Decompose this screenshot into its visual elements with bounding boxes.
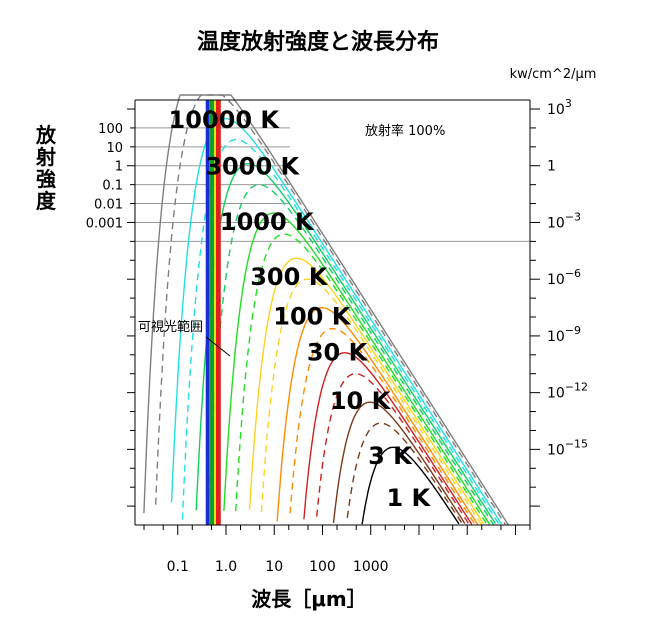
right-axis-unit: kw/cm^2/μm [510, 67, 597, 82]
x-tick-label: 10 [265, 559, 283, 575]
visible-range-pointer [205, 336, 231, 357]
planck-curve [316, 372, 470, 525]
temperature-label: 3 K [368, 442, 413, 470]
x-tick-label: 1.0 [215, 559, 237, 575]
x-tick-label: 100 [309, 559, 336, 575]
temperature-label: 30 K [307, 338, 369, 366]
y-left-tick-label: 1 [115, 160, 123, 175]
planck-curve [235, 233, 488, 525]
curves [143, 94, 509, 526]
planck-curve [248, 257, 485, 525]
planck-curve [207, 184, 495, 526]
visible-band [205, 100, 210, 525]
axes: 0.1 1.0 10 100 1000103110−310−610−910−1210−1… [86, 97, 588, 575]
planck-curve [289, 327, 476, 525]
visible-band [209, 100, 215, 525]
temperature-label: 10000 K [169, 106, 281, 134]
y-right-tick-label: 10−6 [547, 267, 581, 288]
temperature-label: 10 K [330, 387, 392, 415]
y-axis-title-char: 強 [36, 167, 56, 191]
y-axis-title-char: 放 [35, 123, 57, 147]
y-right-tick-label: 10−3 [547, 210, 581, 231]
planck-curve [181, 138, 500, 526]
x-axis-title: 波長［μm］ [251, 587, 367, 611]
temperature-label: 1 K [386, 484, 431, 512]
visible-range-label: 可視光範囲 [138, 320, 203, 335]
visible-range-annotation: 可視光範囲 [138, 320, 231, 357]
planck-curve [346, 422, 464, 526]
visible-light-bands [205, 100, 221, 525]
planck-curve [155, 94, 506, 525]
tick-exponent: −6 [565, 267, 581, 280]
visible-band [214, 100, 216, 525]
grid [135, 127, 530, 242]
planck-curve [260, 278, 483, 526]
y-left-tick-label: 0.001 [86, 216, 123, 231]
y-right-tick-label: 10−15 [547, 437, 588, 458]
planck-curve [303, 352, 473, 525]
y-left-tick-label: 0.01 [94, 198, 123, 213]
planck-curve [143, 94, 509, 526]
y-axis-title-char: 射 [35, 145, 56, 169]
y-right-tick-label: 103 [547, 97, 572, 118]
tick-exponent: −12 [565, 381, 588, 394]
emissivity-annotation: 放射率 100% [365, 123, 445, 139]
planck-curve [332, 401, 466, 524]
temperature-label: 3000 K [205, 153, 300, 181]
temperature-label: 300 K [250, 263, 328, 291]
temperature-labels: 10000 K 3000 K 1000 K 300 K 100 K 30 K 10 K 3 K… [169, 106, 432, 512]
y-right-tick-label: 10−12 [547, 381, 588, 402]
temperature-label: 100 K [273, 303, 351, 331]
planck-curve [276, 307, 479, 525]
chart-title: 温度放射強度と波長分布 [197, 29, 439, 55]
planck-curve [170, 117, 502, 525]
planck-curve [223, 212, 491, 525]
y-left-tick-label: 100 [98, 122, 123, 137]
y-axis-title: 放射強度 [35, 123, 57, 213]
x-tick-label: 1000 [353, 559, 389, 575]
y-right-tick-label: 1 [547, 159, 556, 175]
tick-exponent: −3 [565, 210, 581, 223]
visible-band [215, 100, 221, 525]
planck-curve [361, 446, 460, 525]
y-right-tick-label: 10−9 [547, 324, 581, 345]
tick-exponent: −15 [565, 437, 588, 450]
y-left-tick-label: 10 [106, 141, 123, 156]
tick-exponent: 3 [565, 97, 572, 110]
planck-curve [195, 163, 497, 524]
temperature-label: 1000 K [220, 208, 315, 236]
x-tick-label: 0.1 [167, 559, 189, 575]
tick-exponent: −9 [565, 324, 581, 337]
y-axis-title-char: 度 [36, 189, 57, 213]
y-left-tick-label: 0.1 [102, 179, 123, 194]
